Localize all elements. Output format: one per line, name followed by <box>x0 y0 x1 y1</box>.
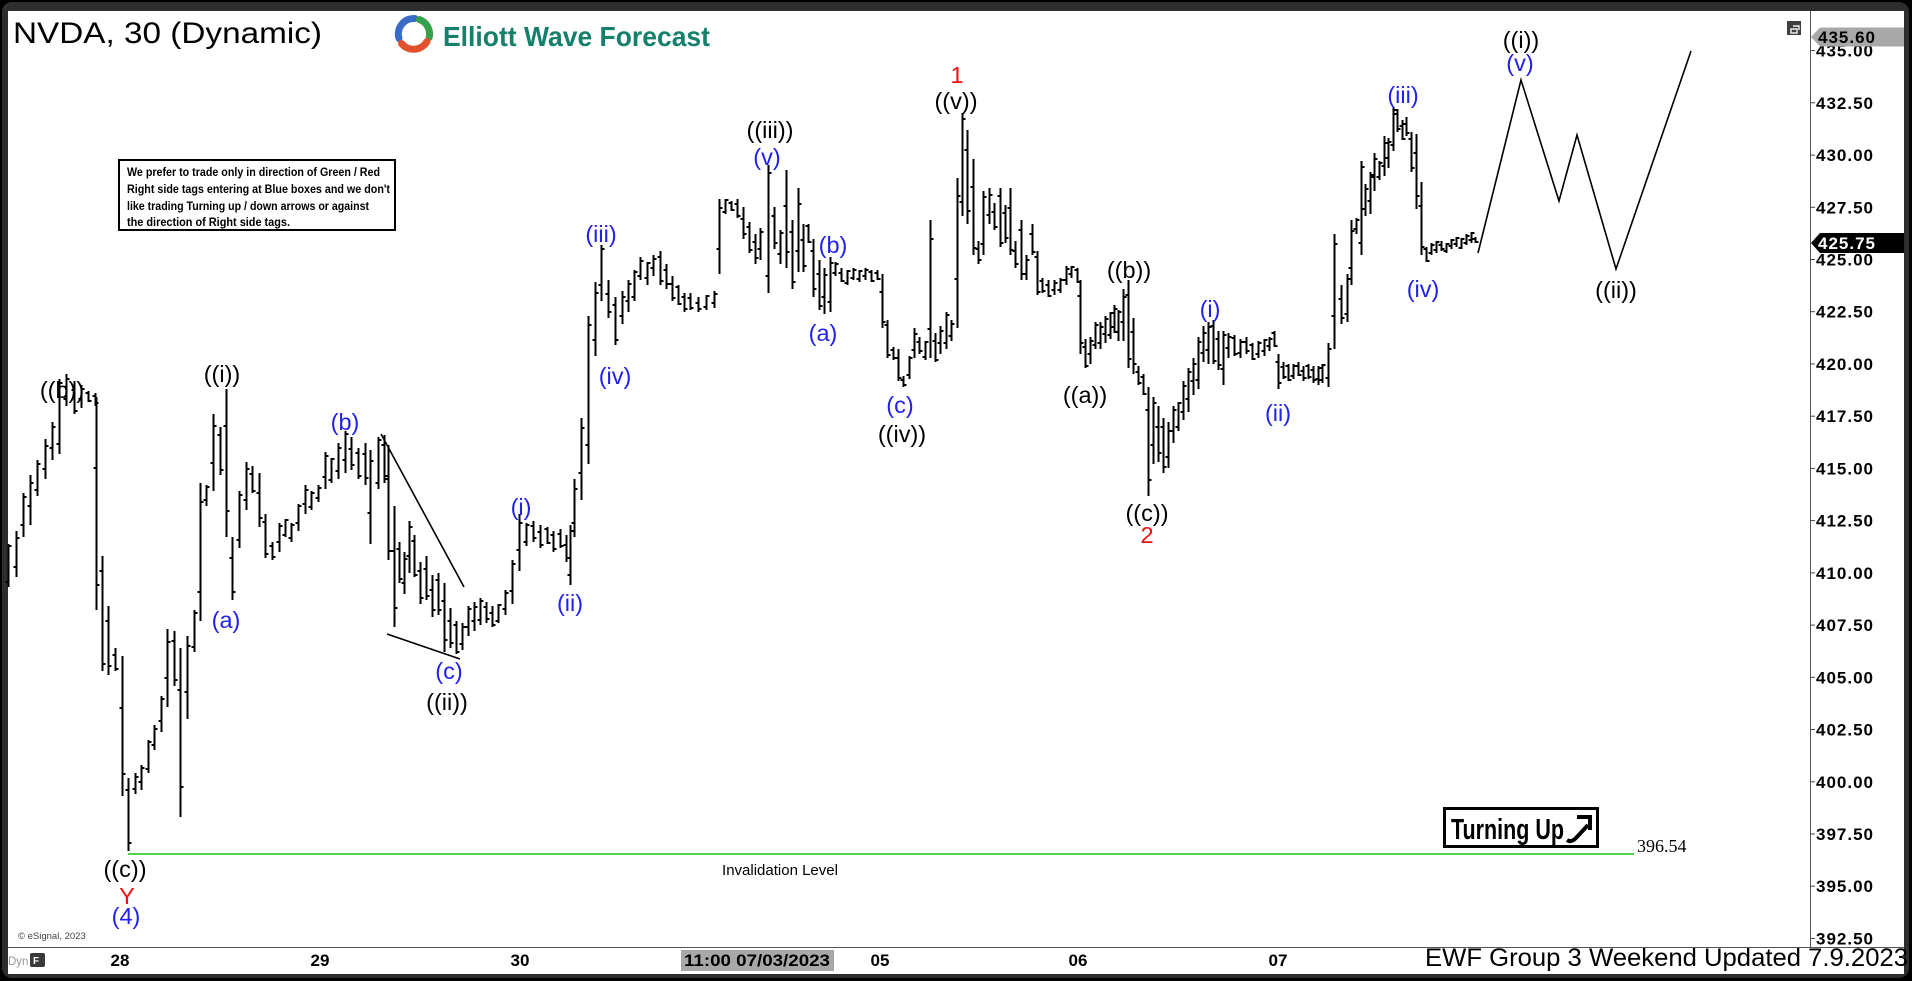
svg-text:(4): (4) <box>112 903 141 929</box>
svg-text:(v): (v) <box>1506 50 1533 76</box>
svg-text:425.75: 425.75 <box>1818 234 1875 253</box>
svg-text:Right side tags entering at Bl: Right side tags entering at Blue boxes a… <box>127 182 390 196</box>
svg-text:395.00: 395.00 <box>1816 877 1873 896</box>
svg-text:05: 05 <box>871 951 890 970</box>
svg-text:((v)): ((v)) <box>934 88 977 114</box>
svg-text:07: 07 <box>1269 951 1288 970</box>
svg-text:((b)): ((b)) <box>1107 257 1151 283</box>
svg-text:Dyn: Dyn <box>8 956 28 968</box>
svg-text:30: 30 <box>511 951 530 970</box>
svg-text:(a): (a) <box>809 320 838 346</box>
svg-text:432.50: 432.50 <box>1816 94 1873 113</box>
svg-text:EWF Group 3 Weekend Updated 7.: EWF Group 3 Weekend Updated 7.9.2023 <box>1425 944 1908 972</box>
svg-text:((iii)): ((iii)) <box>747 117 794 143</box>
svg-text:420.00: 420.00 <box>1816 355 1873 374</box>
svg-text:NVDA, 30 (Dynamic): NVDA, 30 (Dynamic) <box>13 17 322 50</box>
svg-text:28: 28 <box>111 951 130 970</box>
svg-text:392.50: 392.50 <box>1816 929 1873 948</box>
svg-text:11:00 07/03/2023: 11:00 07/03/2023 <box>684 951 830 970</box>
svg-text:Turning Up: Turning Up <box>1451 814 1564 846</box>
svg-text:((b)): ((b)) <box>40 377 84 403</box>
svg-text:((a)): ((a)) <box>1063 382 1107 408</box>
svg-text:(iv): (iv) <box>1407 276 1440 302</box>
svg-text:the direction of Right side ta: the direction of Right side tags. <box>127 215 290 229</box>
svg-text:422.50: 422.50 <box>1816 303 1873 322</box>
svg-text:(i): (i) <box>511 494 532 520</box>
svg-text:(ii): (ii) <box>1265 400 1291 426</box>
svg-text:(c): (c) <box>886 392 913 418</box>
svg-text:((iv)): ((iv)) <box>878 421 926 447</box>
svg-text:2: 2 <box>1140 522 1153 548</box>
svg-text:425.00: 425.00 <box>1816 251 1873 270</box>
svg-text:397.50: 397.50 <box>1816 825 1873 844</box>
svg-text:Elliott Wave Forecast: Elliott Wave Forecast <box>443 21 710 52</box>
svg-text:((c)): ((c)) <box>103 856 146 882</box>
svg-text:Invalidation Level: Invalidation Level <box>722 862 838 879</box>
svg-text:((i)): ((i)) <box>1503 27 1540 53</box>
svg-text:415.00: 415.00 <box>1816 459 1873 478</box>
svg-text:06: 06 <box>1069 951 1088 970</box>
svg-text:((ii)): ((ii)) <box>1595 277 1637 303</box>
svg-text:((ii)): ((ii)) <box>426 689 468 715</box>
svg-text:like trading Turning up / down: like trading Turning up / down arrows or… <box>127 199 369 213</box>
svg-text:427.50: 427.50 <box>1816 198 1873 217</box>
svg-text:We prefer to trade only in dir: We prefer to trade only in direction of … <box>127 165 380 179</box>
svg-text:((c)): ((c)) <box>1125 500 1168 526</box>
svg-text:(a): (a) <box>212 607 241 633</box>
svg-text:(iii): (iii) <box>1387 82 1418 108</box>
svg-text:(i): (i) <box>1200 296 1221 322</box>
svg-text:F: F <box>33 956 39 967</box>
svg-text:407.50: 407.50 <box>1816 616 1873 635</box>
svg-text:417.50: 417.50 <box>1816 407 1873 426</box>
svg-text:(b): (b) <box>819 232 848 258</box>
svg-text:(v): (v) <box>753 144 780 170</box>
svg-text:412.50: 412.50 <box>1816 512 1873 531</box>
svg-text:© eSignal, 2023: © eSignal, 2023 <box>18 931 86 942</box>
svg-text:430.00: 430.00 <box>1816 146 1873 165</box>
svg-text:(c): (c) <box>435 658 462 684</box>
svg-text:(ii): (ii) <box>557 590 583 616</box>
svg-text:396.54: 396.54 <box>1637 836 1687 856</box>
svg-text:405.00: 405.00 <box>1816 668 1873 687</box>
svg-text:1: 1 <box>950 62 963 88</box>
svg-text:(b): (b) <box>331 409 360 435</box>
svg-text:402.50: 402.50 <box>1816 721 1873 740</box>
svg-text:Y: Y <box>119 883 135 909</box>
svg-text:(iii): (iii) <box>585 221 616 247</box>
svg-text:((i)): ((i)) <box>204 361 241 387</box>
svg-text:29: 29 <box>311 951 330 970</box>
svg-text:435.60: 435.60 <box>1818 28 1875 47</box>
svg-text:410.00: 410.00 <box>1816 564 1873 583</box>
svg-text:400.00: 400.00 <box>1816 773 1873 792</box>
svg-text:(iv): (iv) <box>599 363 632 389</box>
